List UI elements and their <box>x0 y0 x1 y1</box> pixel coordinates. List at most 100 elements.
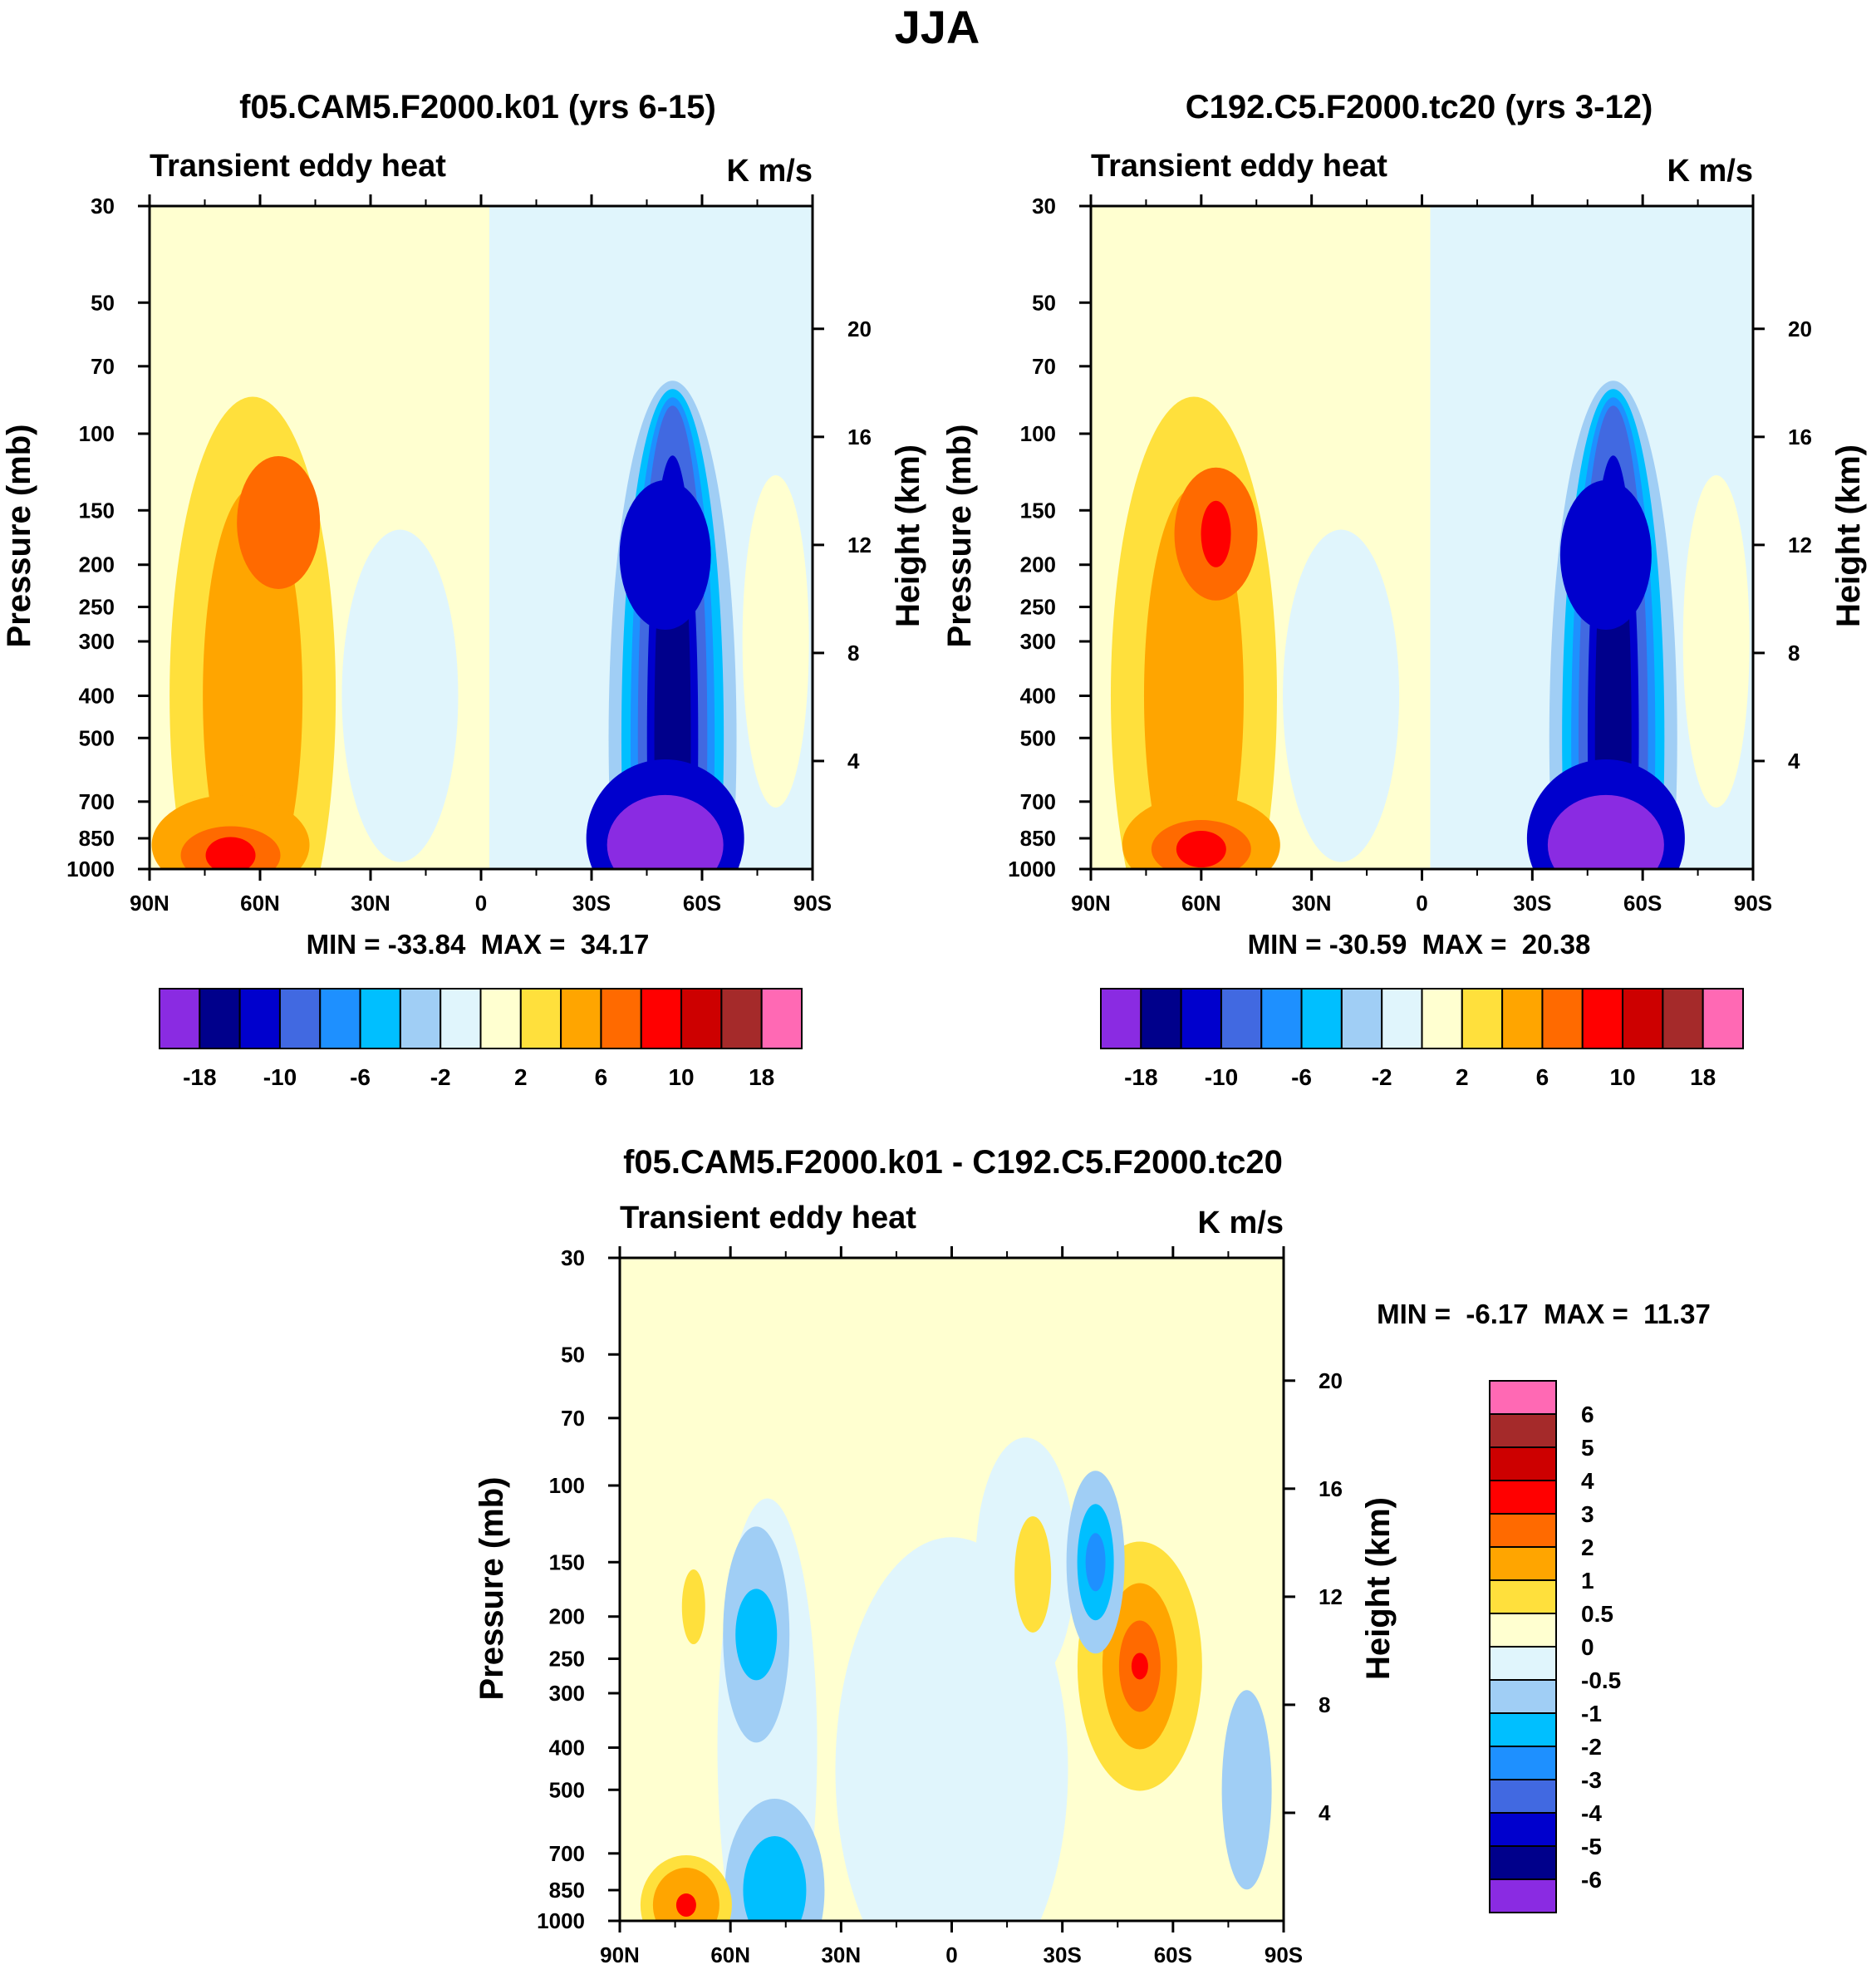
panel-difference-colorbar-label: -1 <box>1581 1701 1602 1726</box>
panel-cam5-colorbar-swatch <box>760 988 803 1049</box>
panel-cam5-colorbar-label: 10 <box>668 1064 694 1090</box>
panel-cam5-x-tick-label: 60N <box>240 891 280 916</box>
panel-c192-sh-lower-minimum <box>1547 794 1664 869</box>
panel-difference-y-tick-label: 500 <box>549 1777 585 1802</box>
panel-cam5-colorbar-label: -18 <box>183 1064 216 1090</box>
panel-c192-min-max: MIN = -30.59 MAX = 20.38 <box>1248 929 1591 960</box>
panel-c192-colorbar-swatch <box>1501 988 1544 1049</box>
panel-cam5-min-max: MIN = -33.84 MAX = 34.17 <box>307 929 650 960</box>
panel-difference-min-max: MIN = -6.17 MAX = 11.37 <box>1377 1299 1711 1329</box>
panel-difference-polar-negative <box>1221 1690 1272 1890</box>
panel-c192-contour-plot: 90N 60N 30N 0 30S 60S 90S 30 50 70 100 150 200 250 300… <box>1008 194 1812 916</box>
panel-difference-sh-positive-peak <box>1131 1653 1148 1680</box>
panel-difference-x-tick-label: 30N <box>821 1942 861 1967</box>
panel-difference-colorbar-label: -3 <box>1581 1767 1602 1793</box>
panel-cam5-colorbar-label: 6 <box>595 1064 608 1090</box>
panel-difference-colorbar-swatch <box>1489 1679 1557 1714</box>
panel-difference-y-tick-label: 30 <box>561 1245 585 1270</box>
panel-c192-y-right-tick-label: 16 <box>1788 425 1812 449</box>
panel-c192-y-tick-label: 250 <box>1020 595 1056 620</box>
panel-c192-colorbar-label: -6 <box>1291 1064 1312 1090</box>
panel-cam5-y-tick-label: 850 <box>79 826 115 851</box>
panel-c192-y-tick-label: 50 <box>1032 290 1056 315</box>
panel-difference-colorbar: 6 5 4 3 2 1 0.5 0 -0.5 -1 -2 -3 -4 -5 -6 <box>1489 1380 1621 1913</box>
panel-cam5-colorbar-swatch <box>479 988 522 1049</box>
panel-cam5-variable-label: Transient eddy heat <box>150 149 446 184</box>
panel-difference-y-tick-label: 200 <box>549 1604 585 1629</box>
panel-difference-colorbar-swatch <box>1489 1380 1557 1415</box>
panel-c192-x-tick-label: 90N <box>1071 891 1111 916</box>
panel-c192-y-tick-label: 100 <box>1020 421 1056 446</box>
panel-difference: f05.CAM5.F2000.k01 - C192.C5.F2000.tc20 … <box>474 1144 1711 1967</box>
panel-difference-y-right-tick-label: 4 <box>1319 1800 1331 1825</box>
panel-difference-colorbar-label: 0 <box>1581 1634 1594 1660</box>
panel-difference-x-tick-label: 0 <box>945 1942 957 1967</box>
panel-c192-colorbar-swatch <box>1622 988 1664 1049</box>
panel-cam5-colorbar-label: 2 <box>514 1064 528 1090</box>
panel-c192: C192.C5.F2000.tc20 (yrs 3-12) Transient … <box>941 89 1867 1090</box>
panel-difference-colorbar-swatch <box>1489 1779 1557 1814</box>
panel-difference-colorbar-swatch <box>1489 1546 1557 1581</box>
panel-cam5-y-right-tick-label: 20 <box>847 317 872 341</box>
panel-c192-nh-upper-peak <box>1201 500 1231 567</box>
panel-difference-nh-upper-negative-inner <box>735 1589 778 1681</box>
panel-cam5-colorbar-swatch <box>278 988 322 1049</box>
panel-difference-sh-subtropical-positive <box>1014 1515 1052 1633</box>
panel-difference-y-right-tick-label: 20 <box>1319 1368 1343 1393</box>
panel-cam5-sh-upper-minimum <box>619 480 711 631</box>
panel-cam5-colorbar: -18 -10 -6 -2 2 6 10 18 <box>159 988 803 1090</box>
panel-cam5-polar-weak-positive <box>742 475 809 808</box>
panel-c192-y-tick-label: 1000 <box>1008 857 1056 882</box>
panel-c192-y-tick-label: 150 <box>1020 498 1056 523</box>
panel-c192-y-tick-label: 700 <box>1020 789 1056 814</box>
panel-c192-title: C192.C5.F2000.tc20 (yrs 3-12) <box>1186 89 1653 125</box>
panel-c192-y-tick-label: 400 <box>1020 683 1056 708</box>
panel-difference-colorbar-label: 1 <box>1581 1568 1594 1594</box>
panel-difference-colorbar-label: -2 <box>1581 1734 1602 1760</box>
panel-difference-colorbar-label: -5 <box>1581 1834 1602 1859</box>
panel-cam5-y-right-tick-label: 16 <box>847 425 872 449</box>
panel-cam5-colorbar-swatch <box>680 988 723 1049</box>
panel-cam5-y-tick-label: 50 <box>91 290 115 315</box>
panel-difference-y-tick-label: 1000 <box>537 1908 585 1933</box>
panel-cam5-y-right-tick-label: 4 <box>847 749 860 773</box>
panel-c192-y-right-label: Height (km) <box>1830 444 1867 627</box>
panel-cam5-colorbar-swatch <box>600 988 642 1049</box>
panel-c192-x-tick-label: 0 <box>1416 891 1427 916</box>
panel-c192-colorbar-swatch <box>1100 988 1142 1049</box>
panel-difference-y-tick-label: 300 <box>549 1681 585 1706</box>
panel-c192-colorbar-swatch <box>1421 988 1463 1049</box>
panel-cam5-contour-plot: 90N 60N 30N 0 30S 60S 90S 30 50 70 100 150 200 250 300… <box>66 194 872 916</box>
panel-cam5-sh-lower-minimum <box>607 794 724 869</box>
panel-cam5-subtropical-weak-negative <box>341 529 459 862</box>
panel-c192-x-tick-label: 30N <box>1292 891 1332 916</box>
panel-difference-x-tick-label: 90S <box>1265 1942 1303 1967</box>
panel-difference-colorbar-swatch <box>1489 1746 1557 1780</box>
panel-c192-polar-weak-positive <box>1682 475 1750 808</box>
panel-cam5-x-tick-label: 0 <box>475 891 487 916</box>
panel-difference-colorbar-label: 0.5 <box>1581 1601 1613 1627</box>
panel-difference-colorbar-swatch <box>1489 1446 1557 1481</box>
panel-cam5-y-tick-label: 300 <box>79 629 115 654</box>
panel-cam5-colorbar-swatch <box>399 988 442 1049</box>
panel-cam5-colorbar-label: -2 <box>430 1064 451 1090</box>
panel-cam5-colorbar-label: -10 <box>263 1064 297 1090</box>
panel-difference-colorbar-swatch <box>1489 1513 1557 1548</box>
panel-c192-colorbar-label: -10 <box>1205 1064 1238 1090</box>
panel-difference-colorbar-swatch <box>1489 1878 1557 1913</box>
panel-c192-variable-label: Transient eddy heat <box>1091 149 1387 184</box>
panel-cam5-colorbar-swatch <box>199 988 241 1049</box>
panel-difference-colorbar-label: 6 <box>1581 1402 1594 1427</box>
panel-cam5-y-tick-label: 200 <box>79 552 115 577</box>
panel-c192-x-tick-label: 90S <box>1734 891 1772 916</box>
panel-c192-colorbar-swatch <box>1340 988 1383 1049</box>
panel-c192-units-label: K m/s <box>1667 154 1753 189</box>
panel-cam5-y-right-tick-label: 8 <box>847 641 859 665</box>
panel-c192-y-right-tick-label: 8 <box>1788 641 1800 665</box>
panel-difference-colorbar-swatch <box>1489 1613 1557 1648</box>
panel-cam5-y-tick-label: 70 <box>91 354 115 379</box>
panel-c192-colorbar-swatch <box>1702 988 1744 1049</box>
panel-difference-y-right-label: Height (km) <box>1360 1497 1397 1680</box>
panel-cam5: f05.CAM5.F2000.k01 (yrs 6-15) Transient … <box>1 89 926 1090</box>
panel-c192-y-label: Pressure (mb) <box>941 425 978 648</box>
